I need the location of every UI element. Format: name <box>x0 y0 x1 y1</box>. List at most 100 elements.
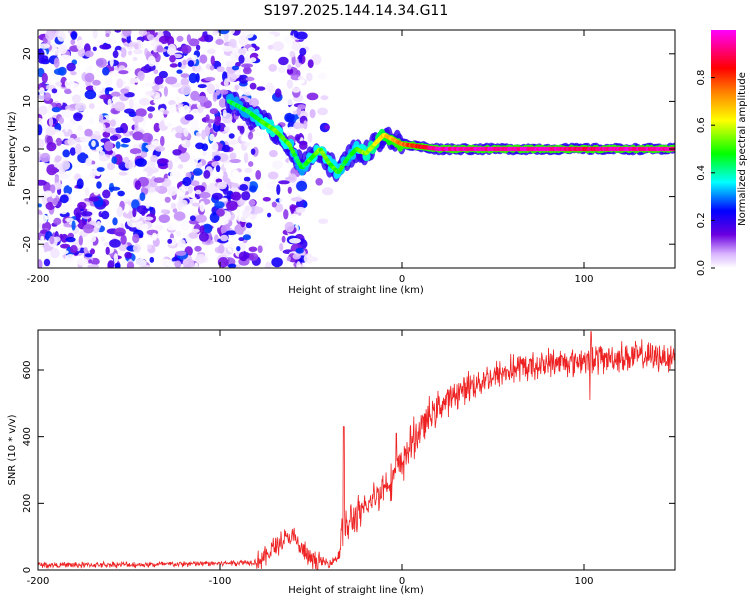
noise-blob <box>238 54 245 64</box>
noise-blob <box>118 171 128 176</box>
noise-blob <box>188 232 199 239</box>
noise-blob <box>123 108 135 114</box>
noise-blob <box>101 210 110 220</box>
noise-blob <box>166 47 177 56</box>
noise-blob <box>132 115 144 123</box>
noise-blob <box>62 122 74 130</box>
noise-blob <box>271 201 277 208</box>
noise-blob <box>134 43 139 50</box>
noise-blob <box>213 155 221 161</box>
noise-blob <box>99 44 112 50</box>
noise-blob <box>49 184 56 194</box>
noise-blob <box>98 113 104 122</box>
noise-blob <box>210 142 219 152</box>
noise-blob <box>114 227 126 237</box>
noise-blob <box>100 236 105 242</box>
noise-blob <box>70 31 78 40</box>
noise-blob <box>89 220 97 225</box>
spectrogram-x-ticks: -200 -100 0 100 <box>27 30 594 285</box>
noise-blob <box>244 142 251 147</box>
noise-blob <box>210 48 215 53</box>
noise-blob <box>180 73 190 78</box>
noise-blob <box>128 98 134 109</box>
noise-blob <box>104 218 111 225</box>
noise-blob <box>84 89 97 100</box>
noise-blob <box>96 167 105 172</box>
noise-blob <box>90 235 97 243</box>
noise-blob <box>114 262 121 268</box>
noise-blob <box>219 89 229 95</box>
chart-title: S197.2025.144.14.34.G11 <box>264 3 449 19</box>
noise-blob <box>215 165 221 173</box>
ridge-core <box>290 149 296 154</box>
noise-blob <box>281 235 286 243</box>
noise-blob <box>132 233 140 244</box>
noise-blob <box>138 97 150 106</box>
noise-blob <box>177 239 186 248</box>
noise-blob <box>38 151 42 162</box>
noise-blob <box>39 174 51 180</box>
noise-blob <box>55 81 62 87</box>
snr-line <box>38 331 675 570</box>
noise-blob <box>248 97 260 108</box>
noise-blob <box>223 32 229 43</box>
noise-blob <box>160 135 165 147</box>
noise-blob <box>249 91 257 96</box>
noise-blob <box>283 254 289 265</box>
noise-blob <box>145 90 155 96</box>
noise-blob <box>59 54 72 61</box>
noise-blob <box>215 39 224 45</box>
noise-blob <box>227 140 239 145</box>
noise-blob <box>92 46 97 52</box>
snr-y-ticks: 0 200 400 600 <box>22 360 675 573</box>
noise-blob <box>194 262 199 268</box>
noise-blob <box>176 69 183 74</box>
noise-blob <box>120 47 127 58</box>
noise-blob <box>111 156 117 165</box>
noise-blob <box>157 158 169 164</box>
noise-blob <box>278 180 290 185</box>
noise-blob <box>58 173 70 179</box>
noise-blob <box>150 155 159 163</box>
noise-blob <box>192 168 203 176</box>
noise-blob <box>265 33 275 39</box>
noise-blob <box>41 55 49 63</box>
noise-blob <box>242 66 252 75</box>
noise-blob <box>188 38 200 47</box>
noise-blob <box>229 158 241 164</box>
noise-blob <box>283 209 289 220</box>
noise-blob <box>95 221 102 229</box>
noise-blob <box>217 181 227 190</box>
noise-blob <box>120 234 127 245</box>
noise-blob <box>180 77 189 86</box>
noise-blob <box>307 132 313 143</box>
noise-blob <box>286 256 291 262</box>
noise-blob <box>45 126 56 136</box>
noise-blob <box>141 223 149 230</box>
noise-blob <box>105 33 110 38</box>
noise-blob <box>69 147 76 156</box>
noise-blob <box>286 79 294 89</box>
noise-blob <box>151 232 158 241</box>
noise-blob <box>166 223 178 231</box>
y-tick-label: 0 <box>22 146 33 152</box>
colorbar-tick-label: 0.2 <box>696 212 707 228</box>
noise-blob <box>102 66 110 76</box>
colorbar-tick-label: 0.8 <box>696 70 707 86</box>
noise-blob <box>255 170 262 180</box>
spectrogram-ridge <box>225 91 675 182</box>
spectrogram-y-ticks: -20 -10 0 10 20 <box>22 47 675 252</box>
noise-blob <box>50 248 60 259</box>
noise-blob <box>190 119 199 126</box>
noise-blob <box>88 196 100 202</box>
noise-blob <box>303 201 308 208</box>
noise-blob <box>77 201 87 210</box>
noise-blob <box>88 259 93 264</box>
colorbar-tick-label: 0.0 <box>696 260 707 276</box>
noise-blob <box>138 264 151 268</box>
noise-blob <box>256 86 266 91</box>
noise-blob <box>278 56 289 66</box>
noise-blob <box>79 136 92 143</box>
noise-blob <box>211 192 223 200</box>
noise-blob <box>187 60 195 67</box>
